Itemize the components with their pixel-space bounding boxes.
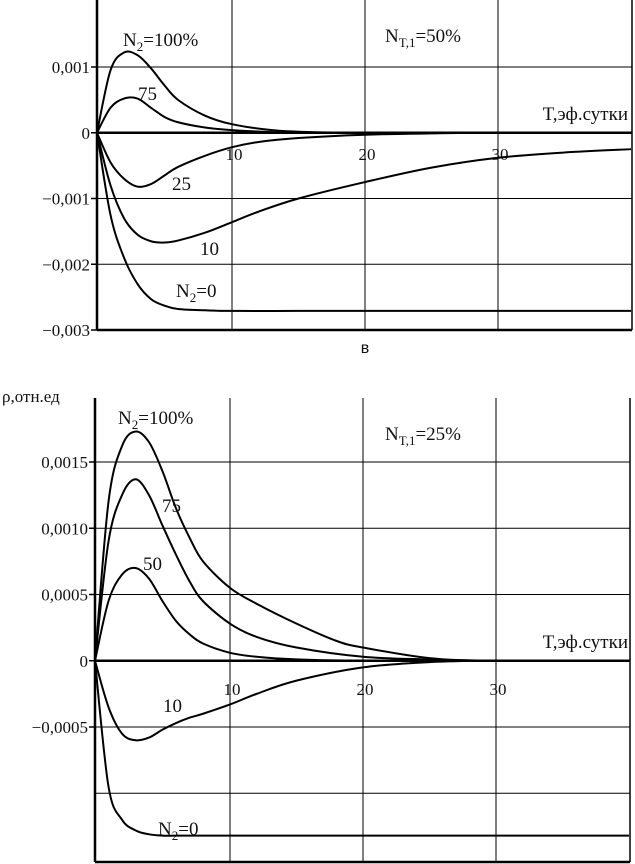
y-tick-label: 0 [82, 124, 91, 143]
curve-label-50-main: 50 [143, 554, 162, 575]
x-tick-label: 10 [224, 680, 241, 699]
y-tick-label: −0,001 [42, 190, 90, 209]
x-tick-label: 20 [357, 680, 374, 699]
curve-label-75: 75 [138, 84, 157, 105]
series-line-100 [94, 430, 630, 662]
curve-label-0-main: N [176, 281, 190, 302]
parameter-label-main: N [385, 26, 399, 47]
curve-label-25-main: 25 [172, 174, 191, 195]
y-tick-label: 0,0015 [41, 453, 88, 472]
curve-label-100-sub: 2 [132, 417, 139, 432]
parameter-label-rest: =25% [415, 424, 461, 445]
curve-label-10: 10 [163, 696, 182, 717]
x-tick-label: 30 [490, 680, 507, 699]
parameter-label: NT,1=50% [385, 26, 461, 50]
curve-label-75-main: 75 [138, 84, 157, 105]
parameter-label-sub: T,1 [399, 35, 416, 50]
series-line-0 [96, 132, 631, 312]
curve-label-50: 50 [143, 554, 162, 575]
curve-label-0-rest: =0 [178, 819, 198, 840]
curve-label-100-rest: =100% [143, 30, 198, 51]
curve-label-100-main: N [123, 30, 137, 51]
series-line-75 [94, 478, 630, 662]
curve-label-25: 25 [172, 174, 191, 195]
x-tick-label: 30 [492, 145, 509, 164]
curve-label-75: 75 [162, 496, 181, 517]
curve-label-0: N2=0 [158, 819, 198, 843]
curve-label-100: N2=100% [123, 30, 198, 54]
curve-label-0-rest: =0 [196, 281, 216, 302]
curve-label-0: N2=0 [176, 281, 216, 305]
parameter-label-rest: =50% [415, 26, 461, 47]
series-line-75 [96, 96, 631, 134]
y-tick-label: −0,002 [42, 255, 90, 274]
series-line-0 [94, 660, 629, 837]
curve-label-10: 10 [200, 239, 219, 260]
y-tick-label: −0,003 [42, 321, 90, 340]
curve-label-100-main: N [118, 408, 132, 429]
y-tick-label: 0,0010 [41, 519, 88, 538]
panel-label: в [361, 340, 370, 357]
x-axis-label: T,эф.сутки [543, 632, 628, 653]
y-axis-label: ρ,отн.ед [2, 387, 60, 406]
y-tick-label: 0,001 [52, 58, 90, 77]
series-line-50 [94, 566, 629, 662]
x-axis-label: T,эф.сутки [543, 104, 628, 125]
parameter-label-sub: T,1 [399, 433, 416, 448]
series-line-10 [94, 659, 630, 742]
y-tick-label: −0,0005 [32, 718, 88, 737]
x-tick-label: 10 [226, 145, 243, 164]
y-tick-label: 0 [80, 652, 89, 671]
curve-label-0-main: N [158, 819, 172, 840]
y-tick-label: 0,0005 [41, 586, 88, 605]
curve-label-75-main: 75 [162, 496, 181, 517]
curve-label-100-sub: 2 [137, 39, 144, 54]
series-line-25 [96, 131, 632, 188]
curve-label-10-main: 10 [163, 696, 182, 717]
curve-label-0-sub: 2 [190, 290, 197, 305]
curve-label-100: N2=100% [118, 408, 193, 432]
x-tick-label: 20 [359, 145, 376, 164]
series-line-10 [96, 132, 632, 244]
parameter-label-main: N [385, 424, 399, 445]
curve-label-0-sub: 2 [172, 828, 179, 843]
curve-label-10-main: 10 [200, 239, 219, 260]
curve-label-100-rest: =100% [138, 408, 193, 429]
parameter-label: NT,1=25% [385, 424, 461, 448]
